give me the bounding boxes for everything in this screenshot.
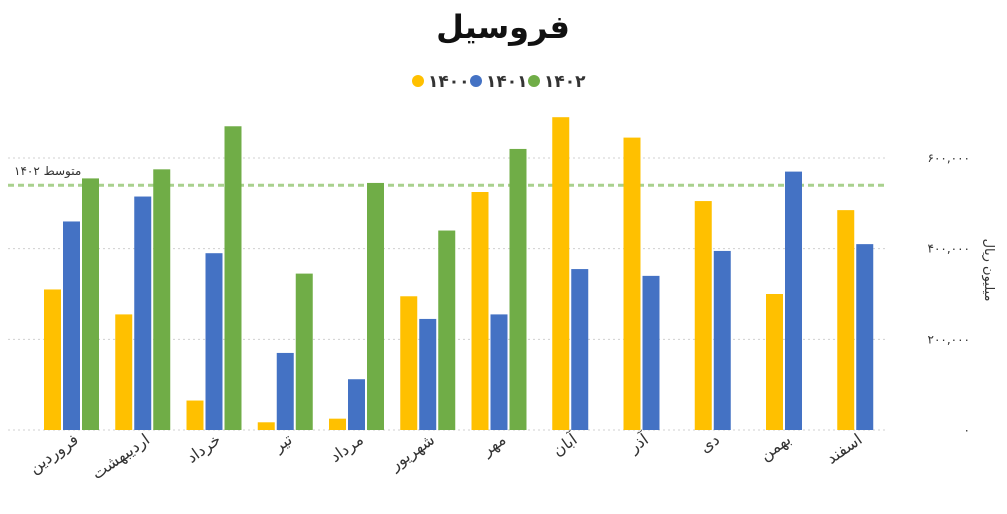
y-axis-label: میلیون ریال xyxy=(981,239,996,302)
bar-0-11 xyxy=(837,210,855,430)
bar-2-1 xyxy=(153,169,171,431)
average-line-group: متوسط ۱۴۰۲ xyxy=(8,164,885,187)
bar-0-7 xyxy=(552,117,570,430)
x-category-label: مهر xyxy=(477,430,510,461)
bar-1-1 xyxy=(134,196,152,430)
bar-0-2 xyxy=(186,400,204,430)
legend-label-1: ۱۴۰۱ xyxy=(486,72,528,92)
x-category-label: بهمن xyxy=(756,430,795,465)
bar-1-7 xyxy=(571,269,589,430)
bar-0-1 xyxy=(115,314,133,430)
bar-0-0 xyxy=(44,289,61,430)
legend-label-2: ۱۴۰۲ xyxy=(544,72,586,92)
bar-2-6 xyxy=(509,148,527,430)
chart-title: فروسیل xyxy=(436,8,570,46)
bar-1-0 xyxy=(63,221,80,430)
bar-2-2 xyxy=(224,126,242,431)
bar-1-4 xyxy=(348,379,365,430)
bar-2-5 xyxy=(438,230,456,430)
x-category-label: خرداد xyxy=(183,430,225,468)
bar-1-8 xyxy=(642,275,660,430)
x-category-label: اسفند xyxy=(823,430,866,468)
bar-0-10 xyxy=(766,294,783,430)
y-tick-label: ۶۰۰,۰۰۰ xyxy=(928,151,971,165)
legend-marker-1 xyxy=(470,75,482,87)
average-line-label: متوسط ۱۴۰۲ xyxy=(14,164,81,179)
bar-2-3 xyxy=(295,273,313,430)
bar-1-9 xyxy=(713,250,731,430)
bar-0-3 xyxy=(257,422,275,430)
y-axis-ticks: ۰ ۲۰۰,۰۰۰ ۴۰۰,۰۰۰ ۶۰۰,۰۰۰ xyxy=(928,151,971,437)
bar-1-2 xyxy=(205,253,223,430)
y-tick-label: ۰ xyxy=(964,423,970,437)
bar-1-10 xyxy=(785,171,802,430)
bar-0-9 xyxy=(694,201,712,430)
bar-0-4 xyxy=(329,418,346,430)
x-category-label: آبان xyxy=(549,429,582,460)
x-category-label: دی xyxy=(696,430,723,457)
bar-1-5 xyxy=(419,318,437,430)
legend: ۱۴۰۰ ۱۴۰۱ ۱۴۰۲ xyxy=(412,72,586,92)
x-category-label: تیر xyxy=(269,430,296,457)
legend-label-0: ۱۴۰۰ xyxy=(428,72,470,92)
y-tick-label: ۲۰۰,۰۰۰ xyxy=(928,332,971,346)
x-category-label: مرداد xyxy=(326,430,367,467)
bar-0-8 xyxy=(623,137,641,430)
bar-2-0 xyxy=(82,178,99,430)
x-category-label: اردیبهشت xyxy=(88,430,153,484)
legend-marker-0 xyxy=(412,75,424,87)
bar-1-6 xyxy=(490,314,508,430)
bar-0-5 xyxy=(400,296,418,430)
bar-1-3 xyxy=(276,352,294,430)
x-axis-categories: فروردین اردیبهشت خرداد تیر مرداد شهریور مهر آبا… xyxy=(25,429,865,484)
x-category-label: فروردین xyxy=(25,430,82,478)
bar-1-11 xyxy=(856,244,874,430)
x-category-label: شهریور xyxy=(385,430,438,476)
x-category-label: آذر xyxy=(624,429,653,458)
y-tick-label: ۴۰۰,۰۰۰ xyxy=(928,242,971,256)
bars xyxy=(44,117,874,431)
bar-2-4 xyxy=(367,182,384,430)
legend-marker-2 xyxy=(528,75,540,87)
bar-0-6 xyxy=(471,192,489,430)
